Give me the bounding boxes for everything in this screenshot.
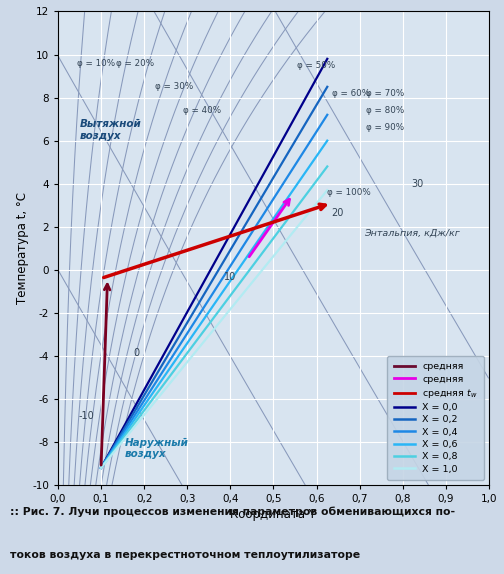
- Legend: средняя, средняя, средняя $t_w$, X = 0,0, X = 0,2, X = 0,4, X = 0,6, X = 0,8, X : средняя, средняя, средняя $t_w$, X = 0,0…: [387, 356, 484, 480]
- Text: φ = 30%: φ = 30%: [155, 82, 193, 91]
- Text: φ = 10%: φ = 10%: [77, 59, 115, 68]
- Text: φ = 100%: φ = 100%: [327, 188, 371, 197]
- Text: φ = 90%: φ = 90%: [366, 123, 404, 132]
- Text: Вытяжной
воздух: Вытяжной воздух: [80, 119, 141, 141]
- Text: φ = 20%: φ = 20%: [116, 59, 154, 68]
- Text: φ = 40%: φ = 40%: [183, 106, 221, 115]
- Text: φ = 80%: φ = 80%: [366, 106, 404, 115]
- Text: 20: 20: [332, 208, 344, 218]
- Text: φ = 50%: φ = 50%: [297, 61, 335, 70]
- Text: 0: 0: [134, 348, 140, 358]
- Text: Наружный
воздух: Наружный воздух: [125, 437, 188, 459]
- Text: 10: 10: [224, 272, 236, 282]
- Text: :: Рис. 7. Лучи процессов изменения параметров обменивающихся по-: :: Рис. 7. Лучи процессов изменения пара…: [10, 506, 455, 517]
- Text: 30: 30: [411, 179, 423, 189]
- Text: токов воздуха в перекрестноточном теплоутилизаторе: токов воздуха в перекрестноточном теплоу…: [10, 550, 360, 560]
- Text: φ = 70%: φ = 70%: [366, 89, 404, 98]
- Text: -10: -10: [79, 411, 95, 421]
- Text: φ = 60%: φ = 60%: [332, 89, 370, 98]
- X-axis label: Координата Y: Координата Y: [230, 508, 317, 521]
- Text: Энтальпия, кДж/кг: Энтальпия, кДж/кг: [364, 228, 460, 238]
- Y-axis label: Температура t, °C: Температура t, °C: [16, 192, 29, 304]
